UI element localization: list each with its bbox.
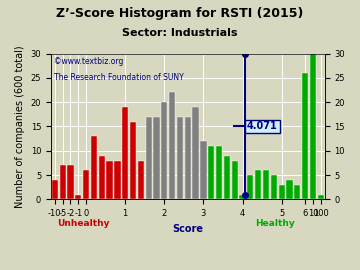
Bar [271,175,277,199]
Bar [145,117,152,199]
X-axis label: Score: Score [172,224,203,234]
Text: Z’-Score Histogram for RSTI (2015): Z’-Score Histogram for RSTI (2015) [56,7,304,20]
Text: ©www.textbiz.org: ©www.textbiz.org [54,56,123,66]
Bar [247,175,253,199]
Bar [318,194,324,199]
Bar [310,54,316,199]
Bar [130,122,136,199]
Bar [169,92,175,199]
Bar [67,165,73,199]
Bar [75,194,81,199]
Text: Sector: Industrials: Sector: Industrials [122,28,238,38]
Text: The Research Foundation of SUNY: The Research Foundation of SUNY [54,73,183,82]
Text: 4.071: 4.071 [247,122,278,131]
Bar [161,102,167,199]
Bar [263,170,269,199]
Bar [279,185,285,199]
Bar [224,156,230,199]
Bar [83,170,89,199]
Text: Healthy: Healthy [256,219,295,228]
Bar [286,180,293,199]
Bar [91,136,97,199]
Bar [193,107,199,199]
Bar [107,160,113,199]
Bar [52,180,58,199]
Bar [185,117,191,199]
Bar [99,156,105,199]
Bar [255,170,261,199]
Bar [153,117,159,199]
Bar [239,194,246,199]
Bar [208,146,214,199]
Bar [122,107,128,199]
Bar [302,73,308,199]
Y-axis label: Number of companies (600 total): Number of companies (600 total) [15,45,25,208]
Bar [59,165,66,199]
Bar [138,160,144,199]
Bar [216,146,222,199]
Text: Unhealthy: Unhealthy [58,219,110,228]
Bar [231,160,238,199]
Bar [177,117,183,199]
Bar [200,141,207,199]
Bar [114,160,121,199]
Bar [294,185,300,199]
